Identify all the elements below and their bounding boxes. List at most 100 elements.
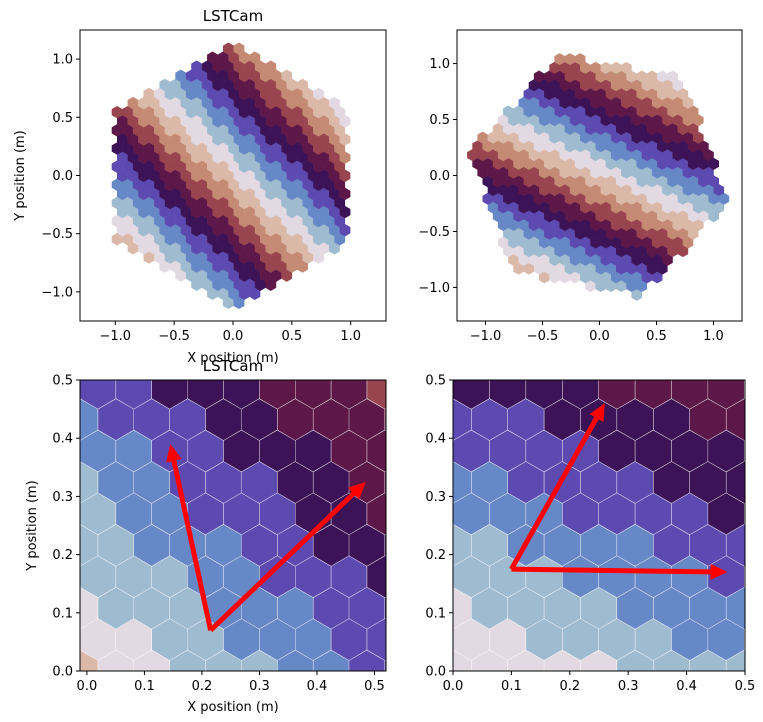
camera-pixel xyxy=(291,233,303,246)
camera-pixel xyxy=(80,461,98,504)
camera-pixel xyxy=(170,187,181,201)
camera-pixel xyxy=(610,271,622,284)
camera-pixel xyxy=(249,124,261,137)
camera-pixel xyxy=(270,196,282,210)
camera-pixel xyxy=(453,524,472,566)
camera-pixel xyxy=(544,587,581,629)
camera-pixel xyxy=(132,124,144,137)
camera-pixel xyxy=(185,105,197,119)
camera-pixels-bottom-right xyxy=(453,380,745,722)
camera-pixel xyxy=(403,682,438,722)
camera-pixel xyxy=(291,251,303,264)
camera-pixel xyxy=(170,78,181,92)
camera-pixel xyxy=(259,556,296,598)
camera-pixel xyxy=(635,556,672,598)
camera-pixel xyxy=(233,260,245,273)
camera-pixel xyxy=(487,184,499,197)
camera-pixel xyxy=(98,524,134,566)
camera-pixel xyxy=(63,336,98,377)
camera-pixel xyxy=(513,122,524,135)
camera-pixel xyxy=(254,260,266,273)
camera-pixel xyxy=(286,78,298,92)
camera-pixel xyxy=(677,88,689,101)
camera-pixel xyxy=(217,69,229,83)
camera-pixel xyxy=(318,169,330,182)
camera-pixel xyxy=(533,227,545,240)
camera-pixel xyxy=(708,493,745,535)
camera-pixel xyxy=(9,242,44,283)
camera-pixel xyxy=(207,160,218,173)
camera-pixel xyxy=(241,650,278,671)
camera-pixel xyxy=(116,380,152,409)
camera-pixel xyxy=(544,650,581,671)
camera-pixel xyxy=(313,124,324,137)
camera-pixel xyxy=(682,96,694,109)
camera-pixel xyxy=(385,274,420,315)
camera-pixel xyxy=(526,430,563,472)
camera-pixel xyxy=(241,524,278,566)
camera-pixel xyxy=(212,205,224,219)
camera-pixel xyxy=(196,214,208,228)
camera-pixel xyxy=(617,587,654,629)
camera-pixel xyxy=(703,149,714,162)
camera-pixel xyxy=(453,650,472,671)
camera-pixel xyxy=(653,398,690,441)
x-tick-label: −0.5 xyxy=(527,329,559,344)
camera-pixel xyxy=(196,233,208,246)
camera-pixel xyxy=(212,169,224,182)
camera-pixel xyxy=(217,214,229,228)
camera-pixel xyxy=(254,242,266,255)
camera-pixel xyxy=(143,105,155,119)
camera-pixel xyxy=(367,380,386,409)
camera-pixel xyxy=(223,169,234,182)
camera-pixel xyxy=(281,105,293,119)
panel-bottom-left: 0.0 0.1 0.2 0.3 0.4 0.5 0.0 0.1 0.2 0.3 0.4 0.5 LS… xyxy=(9,242,528,722)
camera-pixel xyxy=(228,287,240,300)
camera-pixel xyxy=(185,124,197,137)
camera-pixel xyxy=(689,398,726,441)
y-ticks-bottom-right: 0.0 0.1 0.2 0.3 0.4 0.5 xyxy=(425,374,453,680)
camera-pixel xyxy=(689,524,726,566)
camera-pixel xyxy=(201,151,213,164)
x-tick-label: −1.0 xyxy=(100,329,132,344)
camera-pixel xyxy=(493,274,528,315)
camera-pixel xyxy=(191,187,202,201)
camera-pixel xyxy=(313,160,324,173)
camera-pixel xyxy=(138,205,149,219)
camera-pixel xyxy=(143,87,155,101)
camera-pixel xyxy=(233,151,245,164)
camera-pixel xyxy=(275,151,287,164)
camera-pixel xyxy=(513,210,524,223)
camera-pixel xyxy=(201,187,213,201)
camera-pixel xyxy=(117,169,128,182)
camera-pixel xyxy=(617,524,654,566)
camera-pixel xyxy=(45,305,80,346)
camera-pixel xyxy=(574,53,586,66)
camera-pixel xyxy=(132,105,144,119)
camera-pixel xyxy=(286,151,298,164)
camera-pixel xyxy=(98,587,134,629)
camera-pixel xyxy=(143,233,155,246)
y-tick-label: 1.0 xyxy=(52,53,73,68)
camera-pixel xyxy=(260,124,271,137)
camera-pixel xyxy=(249,160,261,173)
camera-pixel xyxy=(254,151,266,164)
camera-pixel xyxy=(467,149,478,162)
camera-pixel xyxy=(687,140,699,153)
camera-pixel xyxy=(212,242,224,255)
camera-pixel xyxy=(507,650,544,671)
camera-pixel xyxy=(636,682,671,722)
camera-pixel xyxy=(323,124,335,137)
camera-pixel xyxy=(217,251,229,264)
y-tick-label: −0.5 xyxy=(41,227,73,242)
camera-pixel xyxy=(349,398,385,441)
camera-pixel xyxy=(9,619,44,660)
x-tick-label: 0.5 xyxy=(282,329,303,344)
camera-pixel xyxy=(207,287,218,300)
camera-pixel xyxy=(564,53,576,66)
camera-pixel xyxy=(233,187,245,201)
camera-pixel xyxy=(223,380,260,409)
camera-pixel xyxy=(270,69,282,83)
panel-top-left: −1.0 −0.5 0.0 0.5 1.0 −1.0 −0.5 0.0 0.5 1.0 LSTC… xyxy=(13,7,387,366)
camera-pixel xyxy=(726,398,745,441)
